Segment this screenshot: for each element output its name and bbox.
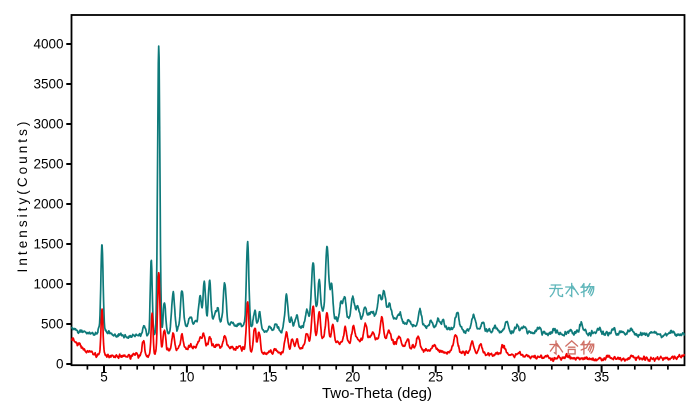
svg-text:5: 5 — [100, 370, 108, 385]
svg-text:3500: 3500 — [33, 77, 63, 92]
svg-text:Two-Theta (deg): Two-Theta (deg) — [322, 385, 432, 402]
svg-text:500: 500 — [41, 317, 64, 332]
svg-text:4000: 4000 — [33, 37, 63, 52]
svg-text:0: 0 — [56, 357, 64, 372]
svg-text:20: 20 — [345, 370, 360, 385]
svg-text:30: 30 — [511, 370, 526, 385]
svg-text:2000: 2000 — [33, 197, 63, 212]
svg-text:1500: 1500 — [33, 237, 63, 252]
svg-text:2500: 2500 — [33, 157, 63, 172]
svg-text:1000: 1000 — [33, 277, 63, 292]
svg-text:Intensity(Counts): Intensity(Counts) — [15, 119, 30, 273]
svg-text:10: 10 — [179, 370, 194, 385]
svg-text:25: 25 — [428, 370, 443, 385]
svg-text:3000: 3000 — [33, 117, 63, 132]
svg-text:15: 15 — [262, 370, 277, 385]
svg-text:35: 35 — [594, 370, 609, 385]
